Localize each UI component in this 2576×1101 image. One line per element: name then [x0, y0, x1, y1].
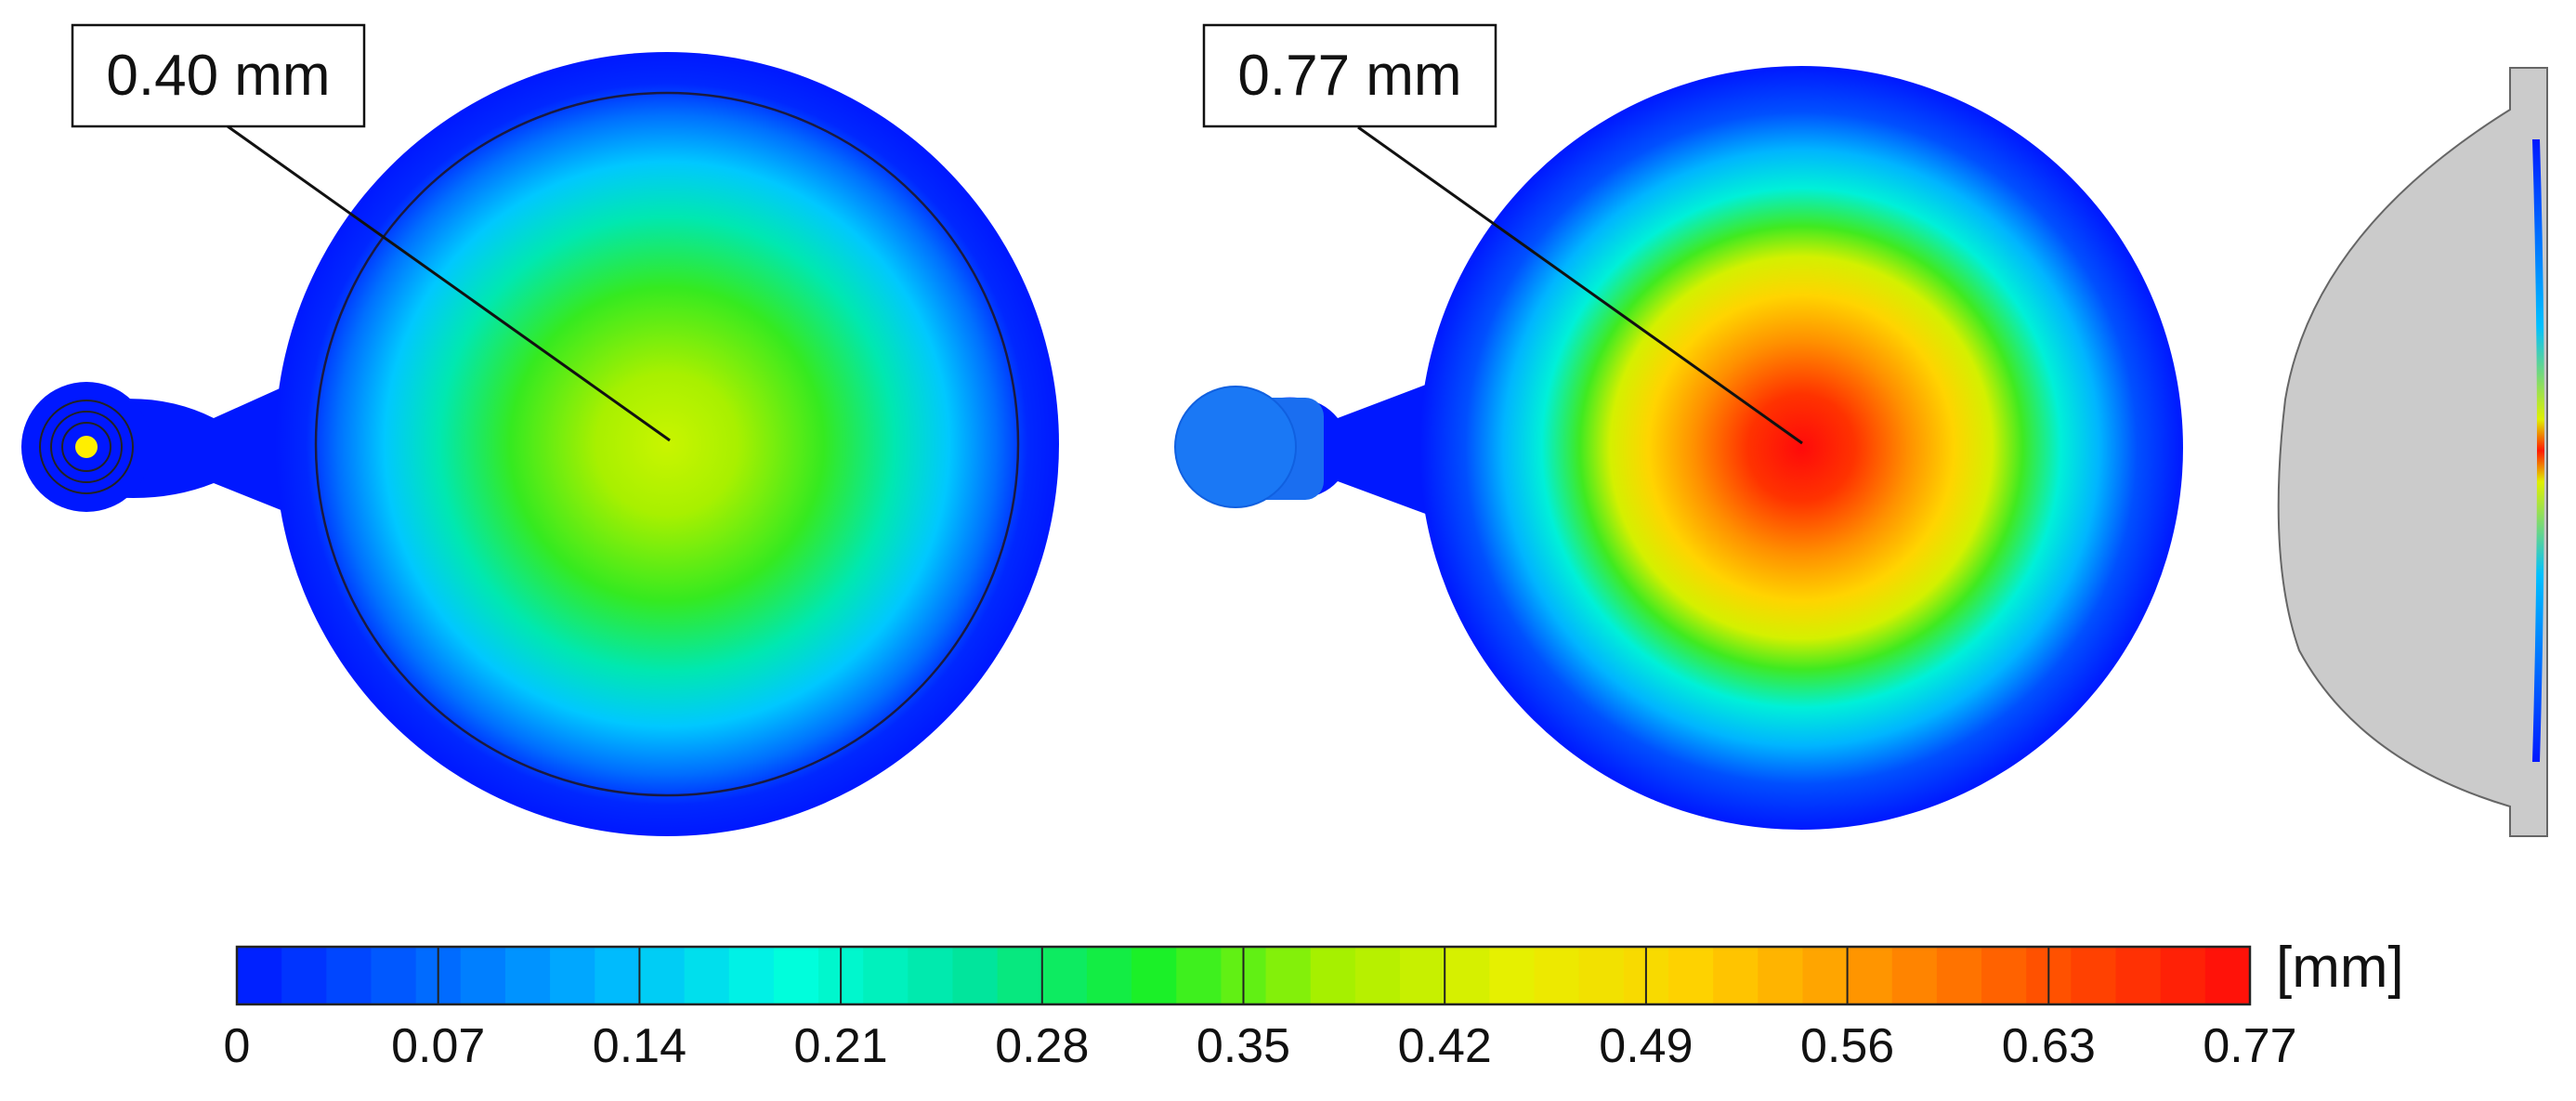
colorbar-segment [1534, 947, 1580, 1004]
colorbar-segment [2071, 947, 2117, 1004]
colorbar-segment [371, 947, 417, 1004]
colorbar-tick-label: 0.07 [391, 1019, 485, 1073]
colorbar-segment [2115, 947, 2162, 1004]
colorbar-segment [863, 947, 909, 1004]
colorbar-tick-label: 0.42 [1398, 1019, 1492, 1073]
colorbar-tick-label: 0.21 [793, 1019, 887, 1073]
colorbar-tick-label: 0.49 [1599, 1019, 1693, 1073]
side-section-body [2277, 67, 2548, 837]
side-section-edge-band [2532, 139, 2544, 762]
colorbar-tick-label: 0.35 [1196, 1019, 1290, 1073]
colorbar-segment [1310, 947, 1356, 1004]
middle-gate-cap [1174, 386, 1297, 508]
colorbar-segment [1041, 947, 1088, 1004]
colorbar-segment [1667, 947, 1714, 1004]
left-gate-circle-2 [50, 411, 123, 483]
left-leader-line [227, 125, 671, 442]
colorbar-segment [639, 947, 686, 1004]
left-gate-circle-1 [39, 400, 134, 494]
middle-disc [1419, 66, 2183, 830]
colorbar-segment [1758, 947, 1804, 1004]
colorbar-segment [460, 947, 506, 1004]
colorbar-segment [1176, 947, 1223, 1004]
colorbar-segment [595, 947, 641, 1004]
left-gate-circle-3 [61, 422, 111, 472]
colorbar-segment [1489, 947, 1536, 1004]
colorbar-segment [997, 947, 1043, 1004]
colorbar-segment [908, 947, 954, 1004]
colorbar-segment [281, 947, 328, 1004]
colorbar-segment [1400, 947, 1445, 1004]
colorbar-segment [2204, 947, 2251, 1004]
left-disc [275, 52, 1059, 836]
side-section [2277, 67, 2548, 837]
middle-callout-text: 0.77 mm [1237, 44, 1461, 108]
middle-part: 0.77 mm [1174, 23, 2183, 830]
middle-callout-box [1202, 23, 1497, 128]
colorbar-segment [1086, 947, 1132, 1004]
colorbar-segment [1445, 947, 1491, 1004]
colorbar-segment [728, 947, 775, 1004]
colorbar-segment [1578, 947, 1625, 1004]
colorbar-segment [952, 947, 999, 1004]
colorbar-segment [773, 947, 819, 1004]
colorbar-segment [550, 947, 596, 1004]
colorbar-tick-label: 0.63 [2002, 1019, 2096, 1073]
colorbar-segment [1354, 947, 1401, 1004]
colorbar-segment [1936, 947, 1982, 1004]
middle-leader-line [1357, 125, 1803, 445]
left-callout-box [71, 23, 366, 128]
colorbar-segment [1802, 947, 1849, 1004]
left-callout-text: 0.40 mm [106, 44, 330, 108]
colorbar-segment [1131, 947, 1178, 1004]
colorbar-tick-label: 0 [224, 1019, 251, 1073]
colorbar-segment [237, 947, 282, 1004]
colorbar-segment [684, 947, 730, 1004]
colorbar-segments [237, 947, 2251, 1004]
left-inner-outline [314, 91, 1020, 797]
colorbar-segment [1891, 947, 1938, 1004]
colorbar: 0 0.07 0.14 0.21 0.28 0.35 0.42 0.49 0.56 0.63 0.7… [224, 936, 2404, 1073]
middle-runner-arm [1282, 383, 1463, 516]
colorbar-segment [1847, 947, 1893, 1004]
colorbar-segment [504, 947, 551, 1004]
colorbar-tick-label: 0.77 [2203, 1019, 2296, 1073]
left-part: 0.40 mm [21, 23, 1059, 836]
colorbar-tick-label: 0.28 [995, 1019, 1089, 1073]
colorbar-segment [1981, 947, 2028, 1004]
colorbar-segment [1713, 947, 1759, 1004]
colorbar-segment [326, 947, 373, 1004]
colorbar-tick-label: 0.56 [1800, 1019, 1894, 1073]
left-gate-dot [75, 436, 98, 458]
colorbar-ticks: 0 0.07 0.14 0.21 0.28 0.35 0.42 0.49 0.56 0.63 0.7… [224, 947, 2297, 1073]
colorbar-segment [2160, 947, 2206, 1004]
colorbar-tick-label: 0.14 [593, 1019, 686, 1073]
colorbar-unit-label: [mm] [2276, 936, 2404, 1000]
colorbar-segment [1265, 947, 1312, 1004]
